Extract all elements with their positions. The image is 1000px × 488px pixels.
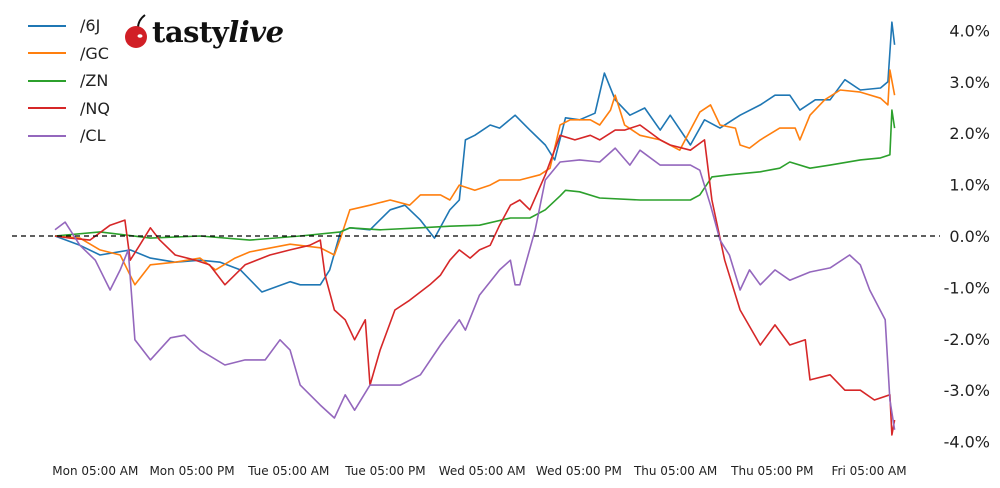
x-tick-label: Tue 05:00 AM xyxy=(247,464,329,478)
y-tick-label: 2.0% xyxy=(949,124,990,143)
legend-label: /6J xyxy=(80,16,101,36)
y-tick-label: -4.0% xyxy=(944,433,990,452)
legend-swatch xyxy=(28,79,66,82)
x-tick-label: Fri 05:00 AM xyxy=(832,464,907,478)
legend-swatch xyxy=(28,52,66,55)
x-tick-label: Mon 05:00 PM xyxy=(149,464,234,478)
legend-item-6j: /6J xyxy=(28,12,110,40)
legend-swatch xyxy=(28,134,66,137)
logo-wordmark: tastylive xyxy=(152,15,284,49)
series-layer xyxy=(54,21,896,436)
y-tick-label: -3.0% xyxy=(944,381,990,400)
legend-label: /ZN xyxy=(80,71,109,91)
legend-swatch xyxy=(28,107,66,110)
legend-item-cl: /CL xyxy=(28,122,110,150)
x-axis: Mon 05:00 AM Mon 05:00 PM Tue 05:00 AM Tue … xyxy=(52,464,906,478)
x-tick-label: Wed 05:00 AM xyxy=(439,464,526,478)
y-tick-label: 1.0% xyxy=(949,176,990,195)
y-axis: 4.0% 3.0% 2.0% 1.0% 0.0% -1.0% -2.0% -3.0% -4.0% xyxy=(944,21,990,451)
legend: /6J /GC /ZN /NQ /CL xyxy=(28,12,110,150)
x-tick-label: Mon 05:00 AM xyxy=(52,464,138,478)
x-tick-label: Thu 05:00 PM xyxy=(730,464,813,478)
legend-item-nq: /NQ xyxy=(28,95,110,123)
series-line-cl xyxy=(54,147,896,430)
cherry-icon xyxy=(125,14,147,48)
series-line-zn xyxy=(54,109,896,241)
x-tick-label: Tue 05:00 PM xyxy=(344,464,425,478)
y-tick-label: 4.0% xyxy=(949,21,990,40)
y-tick-label: -1.0% xyxy=(944,278,990,297)
series-line-gc xyxy=(54,69,896,286)
tastylive-logo: tastylive xyxy=(122,14,284,50)
legend-label: /CL xyxy=(80,126,106,146)
y-tick-label: 3.0% xyxy=(949,73,990,92)
y-tick-label: 0.0% xyxy=(949,227,990,246)
legend-label: /GC xyxy=(80,43,109,63)
series-line-nq xyxy=(54,124,896,436)
legend-label: /NQ xyxy=(80,98,110,118)
legend-swatch xyxy=(28,24,66,27)
x-tick-label: Wed 05:00 PM xyxy=(536,464,622,478)
x-tick-label: Thu 05:00 AM xyxy=(633,464,717,478)
y-tick-label: -2.0% xyxy=(944,330,990,349)
legend-item-zn: /ZN xyxy=(28,67,110,95)
series-line-6j xyxy=(54,21,896,293)
legend-item-gc: /GC xyxy=(28,40,110,68)
